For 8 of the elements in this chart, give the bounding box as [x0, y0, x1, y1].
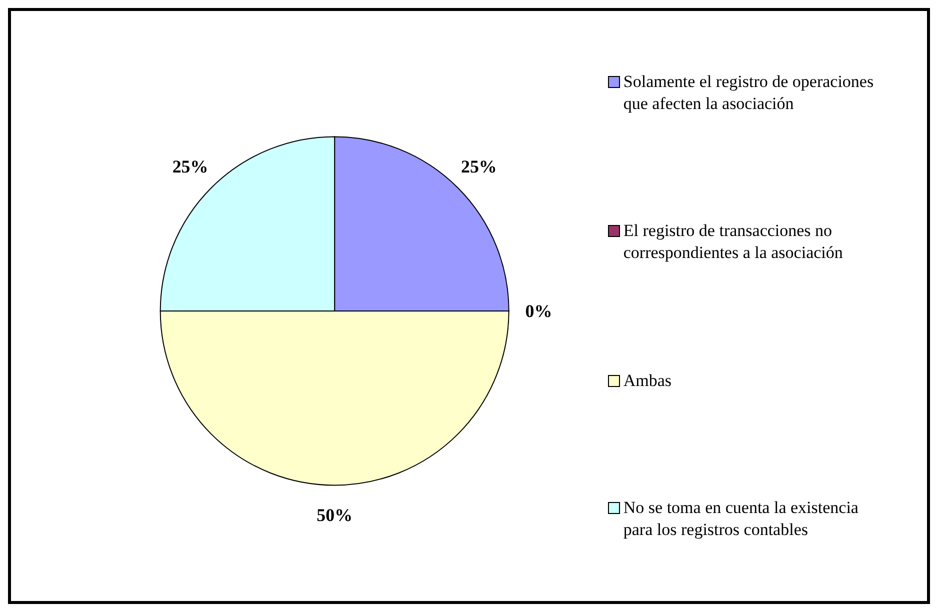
data-label: 25% — [172, 156, 208, 177]
text: 0% — [525, 300, 552, 321]
legend-label: No se toma en cuenta la existencia para los registros contables — [623, 496, 860, 541]
legend-label: Ambas — [623, 370, 673, 392]
data-label: 50% — [316, 505, 352, 526]
data-label: 25% — [461, 156, 497, 177]
legend-label: Solamente el registro de operaciones que afecten la asociación — [623, 71, 875, 115]
legend-label: El registro de transacciones no correspondientes a la asociación — [623, 220, 844, 264]
